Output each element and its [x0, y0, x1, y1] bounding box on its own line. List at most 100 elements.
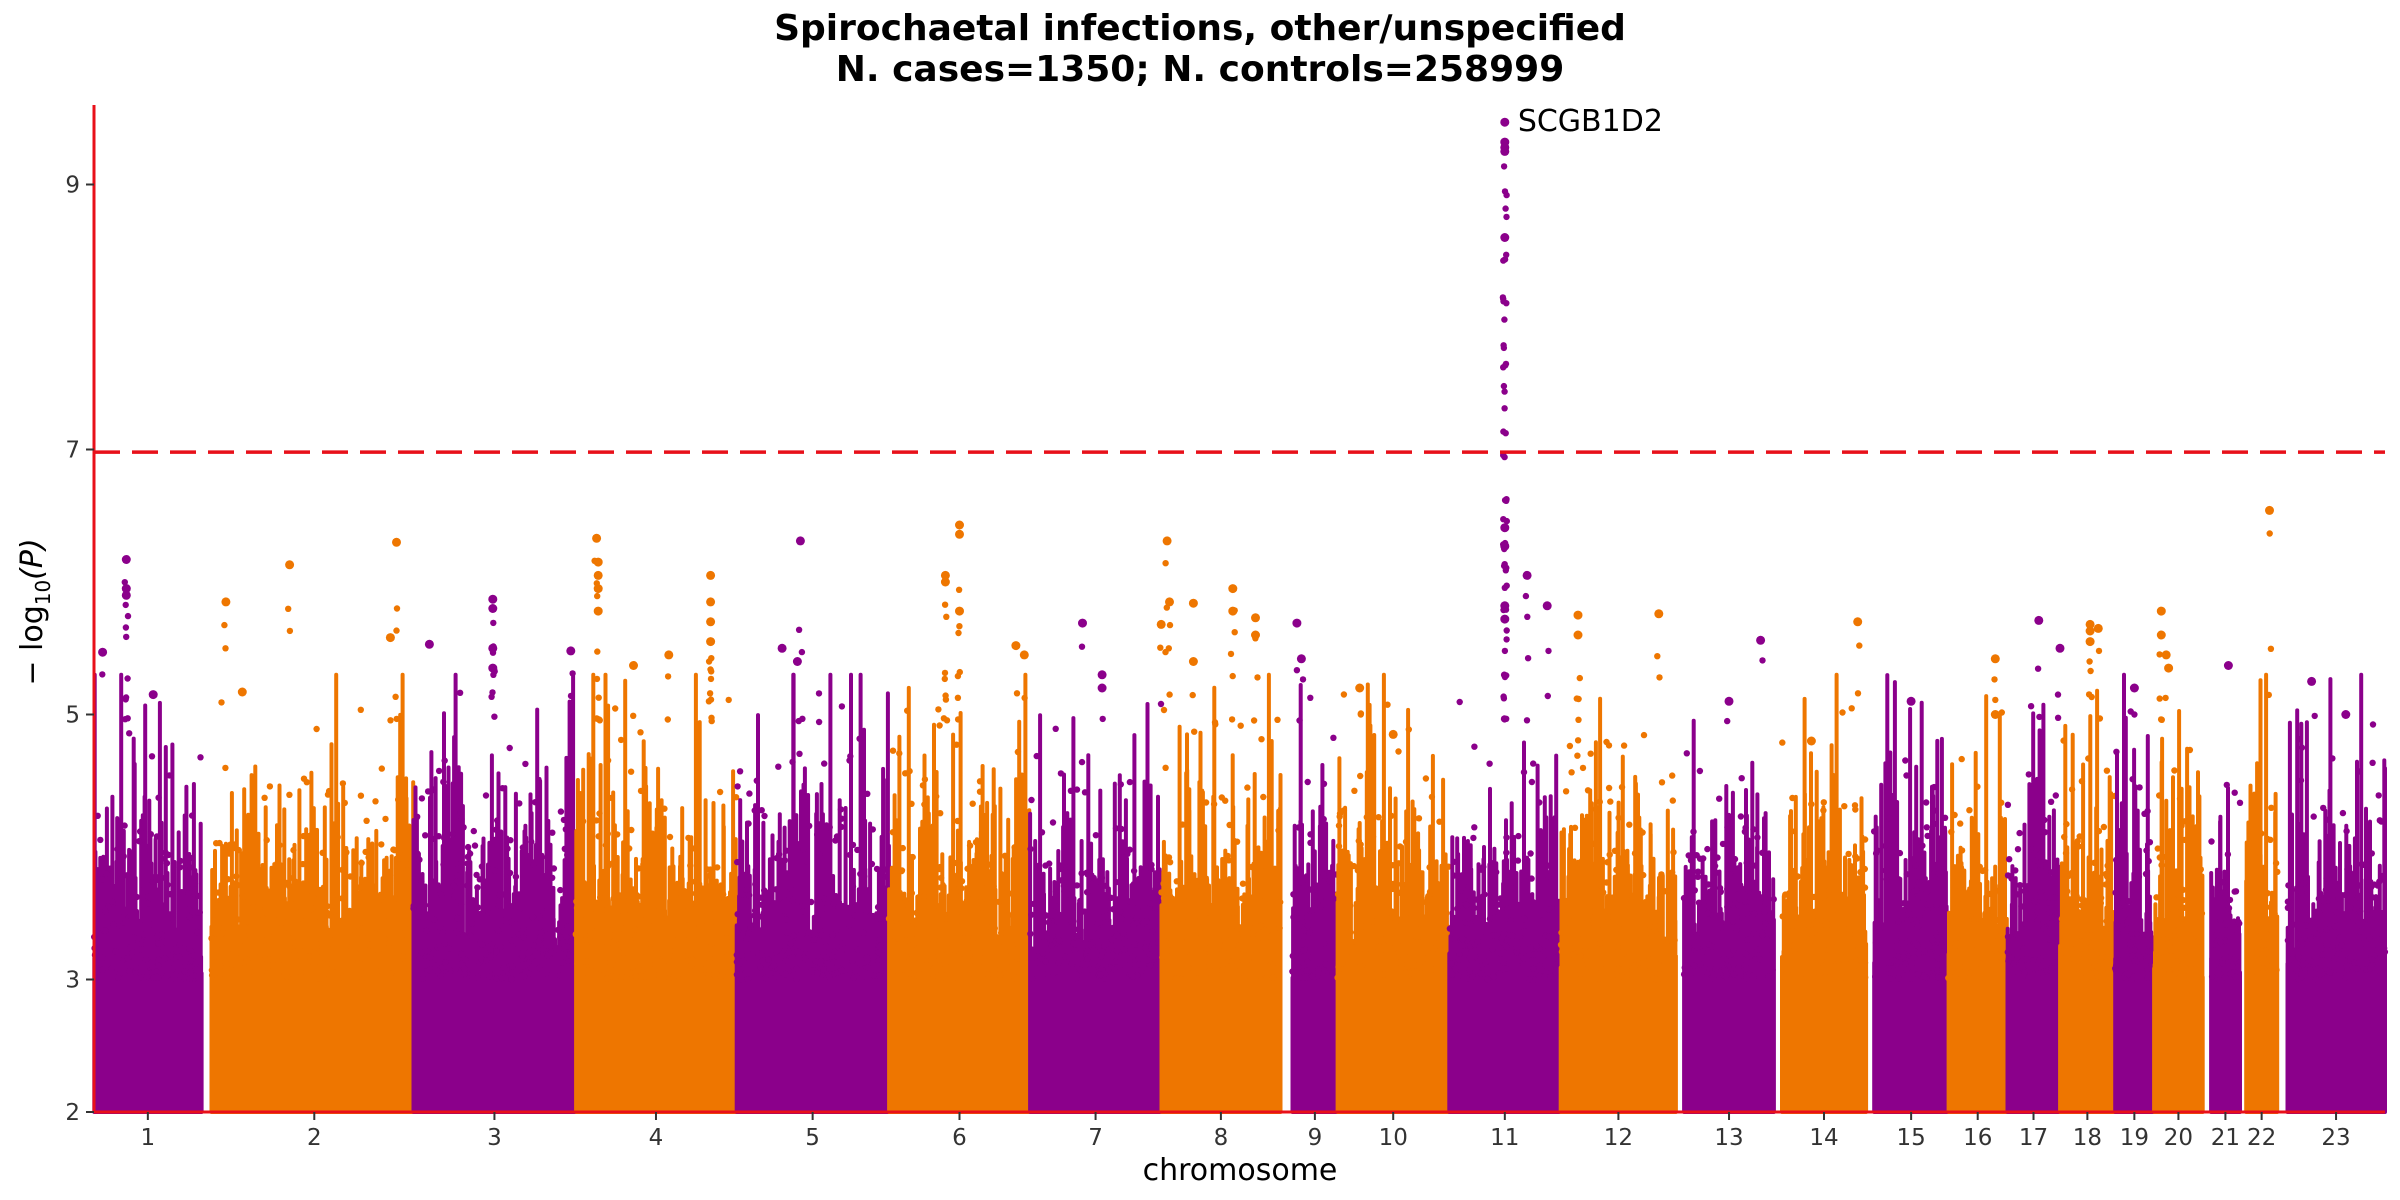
data-point [1395, 860, 1403, 867]
data-point [470, 827, 477, 835]
data-point [1373, 970, 1381, 978]
data-point [614, 961, 621, 969]
data-point [1839, 709, 1846, 716]
data-point [948, 944, 955, 952]
data-point [1460, 896, 1468, 903]
data-point [1653, 932, 1661, 939]
data-point [978, 883, 985, 891]
data-point [912, 972, 919, 979]
data-point [2061, 937, 2068, 945]
data-point [1577, 952, 1584, 959]
data-point [1923, 824, 1931, 831]
data-point [561, 845, 568, 852]
data-point [1597, 896, 1604, 904]
data-point [1613, 866, 1620, 873]
peak-point [1388, 729, 1398, 739]
y-axis-title-main: − log [15, 605, 50, 685]
data-point [1606, 851, 1613, 858]
data-point [1468, 957, 1476, 965]
data-point [462, 956, 469, 964]
data-point [1455, 956, 1463, 963]
data-point [890, 967, 897, 974]
data-point [839, 940, 847, 947]
data-point [2167, 952, 2175, 960]
data-point [1503, 849, 1510, 856]
data-point [1190, 889, 1197, 896]
data-point [194, 967, 201, 974]
data-point [653, 953, 661, 961]
data-point [2252, 854, 2260, 862]
data-point [473, 871, 480, 879]
data-point [762, 974, 769, 982]
data-point [2135, 873, 2143, 881]
data-point [854, 946, 862, 953]
data-point [1355, 969, 1362, 976]
peak-column-point [1166, 691, 1173, 698]
data-point [102, 870, 110, 877]
data-point [770, 962, 778, 969]
data-point [313, 725, 320, 733]
data-point [2088, 874, 2095, 882]
data-point [1960, 955, 1968, 962]
data-point [2196, 913, 2204, 921]
peak-point [1573, 630, 1583, 640]
data-point [670, 974, 677, 982]
data-point [1724, 903, 1731, 911]
data-point [1160, 966, 1167, 973]
data-point [1613, 949, 1620, 956]
data-point [1201, 963, 1209, 971]
peak-point [488, 643, 498, 653]
data-point [983, 923, 990, 930]
data-point [2075, 843, 2082, 850]
data-point [114, 845, 121, 853]
data-point [2317, 890, 2324, 897]
data-point [1397, 937, 1405, 944]
data-point [1587, 750, 1594, 757]
data-point [1714, 854, 1721, 861]
data-point [261, 794, 268, 801]
data-point [136, 828, 144, 835]
data-point [1989, 962, 1997, 969]
data-point [414, 813, 421, 820]
data-point [744, 976, 752, 983]
data-point [1028, 796, 1035, 804]
data-point [815, 718, 823, 726]
data-point [492, 826, 500, 833]
data-point [1098, 953, 1105, 960]
data-point [1369, 918, 1377, 925]
data-point [357, 945, 364, 952]
data-point [838, 823, 845, 831]
data-point [2078, 896, 2086, 903]
data-point [237, 949, 245, 957]
data-point [2189, 922, 2196, 929]
data-point [2310, 813, 2317, 820]
data-point [971, 906, 978, 913]
peak-point [1853, 617, 1863, 627]
data-point [2112, 889, 2119, 896]
chromosome-2-points [208, 672, 419, 1114]
data-point [460, 824, 467, 831]
peak-column-point [2131, 711, 2138, 718]
data-point [1185, 897, 1193, 904]
data-point [1957, 820, 1964, 827]
data-point [1215, 934, 1222, 941]
data-point [1450, 872, 1458, 879]
data-point [2157, 949, 2165, 956]
x-tick-label: 14 [1809, 1125, 1838, 1151]
data-point [2021, 920, 2029, 927]
data-point [522, 760, 529, 768]
data-point [167, 959, 174, 966]
chromosome-2-band [209, 672, 419, 1114]
data-point [1741, 828, 1749, 835]
chart-title: Spirochaetal infections, other/unspecifi… [774, 8, 1626, 49]
data-point [2129, 776, 2136, 783]
data-point [1276, 924, 1283, 931]
data-point [904, 707, 911, 714]
data-point [974, 964, 981, 971]
data-point [1395, 748, 1402, 755]
peak-column-point [2034, 665, 2042, 672]
data-point [937, 884, 944, 891]
data-point [818, 931, 825, 939]
x-tick-label: 22 [2247, 1125, 2276, 1151]
data-point [1417, 964, 1425, 971]
